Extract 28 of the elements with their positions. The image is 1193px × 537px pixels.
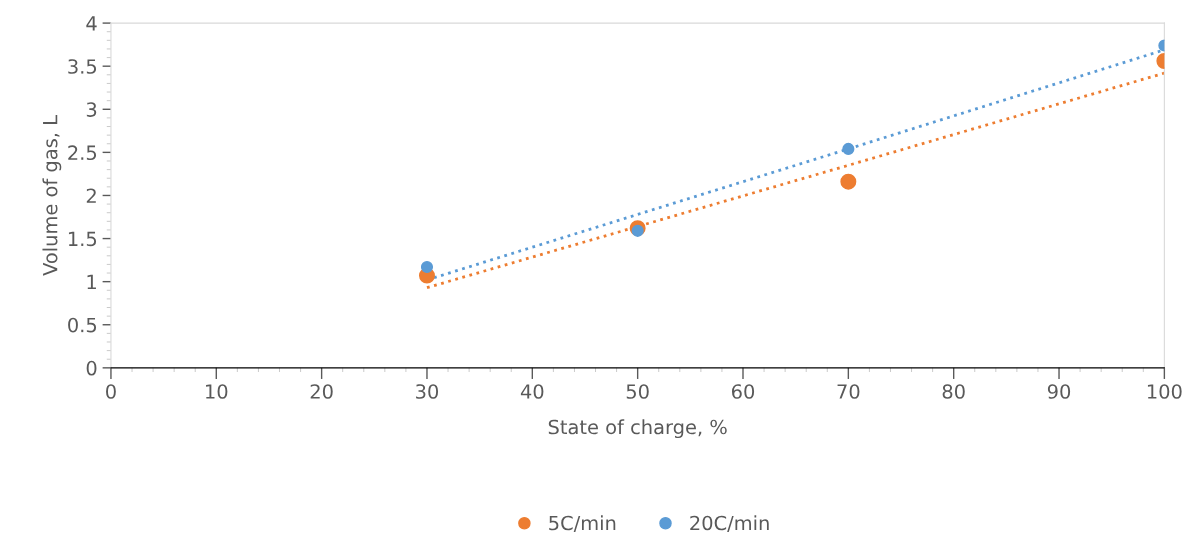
y-axis-title: Volume of gas, L bbox=[42, 115, 62, 276]
y-tick-label: 2.5 bbox=[68, 145, 97, 161]
y-tick-label: 3.5 bbox=[68, 59, 97, 74]
legend-label: 5C/min bbox=[549, 515, 616, 532]
x-tick-label: 60 bbox=[731, 384, 755, 399]
x-tick-label: 80 bbox=[942, 384, 965, 399]
x-tick-label: 90 bbox=[1047, 384, 1071, 399]
x-tick-label: 10 bbox=[206, 384, 228, 399]
legend-label: 20C/min bbox=[690, 515, 769, 532]
point bbox=[842, 142, 855, 156]
x-tick-label: 0 bbox=[106, 384, 116, 399]
y-tick-label: 1.5 bbox=[68, 231, 97, 247]
y-tick-label: 4 bbox=[86, 16, 97, 31]
x-tick-label: 40 bbox=[520, 384, 544, 399]
x-tick-label: 20 bbox=[310, 384, 333, 399]
y-tick-label: 0.5 bbox=[68, 317, 97, 333]
point bbox=[631, 224, 644, 237]
x-tick-label: 70 bbox=[837, 384, 860, 399]
y-tick-label: 2 bbox=[86, 188, 96, 203]
point bbox=[840, 173, 857, 190]
x-tick-label: 30 bbox=[416, 384, 439, 399]
point bbox=[420, 260, 434, 274]
x-tick-label: 100 bbox=[1147, 384, 1182, 399]
y-tick-label: 3 bbox=[86, 102, 97, 117]
y-tick-label: 0 bbox=[86, 360, 97, 376]
y-tick-label: 1 bbox=[87, 274, 96, 290]
x-axis-title: State of charge, % bbox=[548, 419, 727, 439]
x-tick-label: 50 bbox=[626, 384, 649, 399]
